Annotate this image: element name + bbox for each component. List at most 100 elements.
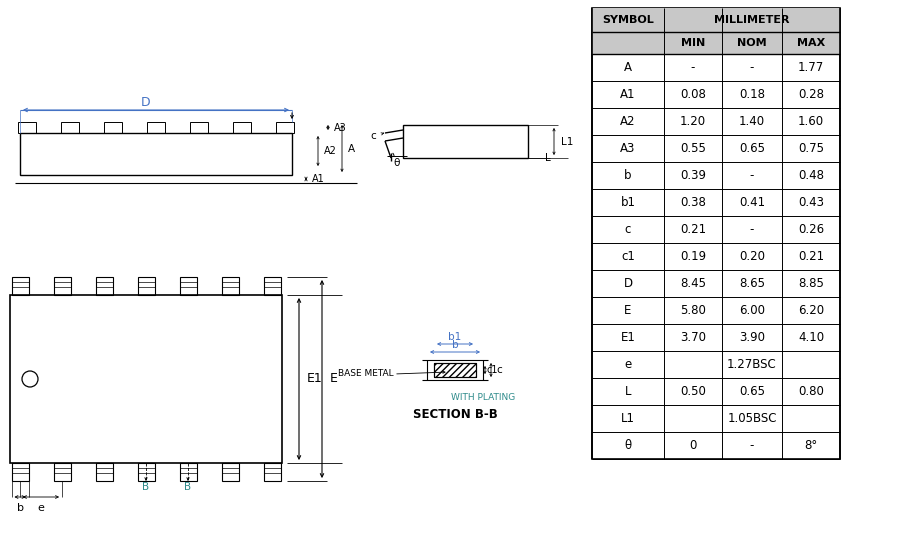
Text: -: - (750, 61, 754, 74)
Text: b: b (16, 503, 23, 513)
Bar (222, 463, 238, 481)
Text: 6.00: 6.00 (739, 304, 765, 317)
Bar (179, 463, 197, 481)
Text: 1.60: 1.60 (798, 115, 824, 128)
Text: b: b (624, 169, 631, 182)
Text: θ: θ (624, 439, 631, 452)
Text: L1: L1 (621, 412, 635, 425)
Text: 0.08: 0.08 (680, 88, 706, 101)
Text: E: E (330, 373, 338, 385)
Text: 0.21: 0.21 (798, 250, 824, 263)
Bar (12, 277, 29, 295)
Bar (61, 122, 79, 133)
Text: SYMBOL: SYMBOL (603, 15, 654, 25)
Text: 0.75: 0.75 (798, 142, 824, 155)
Text: NOM: NOM (737, 38, 767, 48)
Text: b1: b1 (448, 332, 462, 342)
Text: c1: c1 (621, 250, 635, 263)
Text: 0.55: 0.55 (680, 142, 706, 155)
Bar (664, 32, 722, 54)
Bar (434, 363, 476, 377)
Bar (53, 463, 70, 481)
Text: -: - (750, 169, 754, 182)
Bar (18, 122, 36, 133)
Bar (276, 122, 294, 133)
Bar (190, 122, 208, 133)
Text: -: - (750, 223, 754, 236)
Bar (10, 295, 282, 463)
Text: 0.65: 0.65 (739, 385, 765, 398)
Text: E1: E1 (307, 373, 323, 385)
Text: 1.20: 1.20 (680, 115, 706, 128)
Text: L: L (625, 385, 631, 398)
Text: A: A (624, 61, 632, 74)
Bar (782, 32, 840, 54)
Text: A2: A2 (324, 146, 336, 156)
Text: D: D (623, 277, 632, 290)
Text: θ: θ (394, 158, 400, 168)
Text: B: B (184, 482, 191, 492)
Text: 1.05BSC: 1.05BSC (727, 412, 777, 425)
Text: 0.43: 0.43 (798, 196, 824, 209)
Text: b: b (452, 340, 458, 350)
Text: c: c (370, 131, 376, 141)
Text: L1: L1 (561, 136, 574, 146)
Text: 8.65: 8.65 (739, 277, 765, 290)
Bar (53, 277, 70, 295)
Text: 4.10: 4.10 (798, 331, 824, 344)
Text: E: E (624, 304, 631, 317)
Text: 0.41: 0.41 (739, 196, 765, 209)
Text: 5.80: 5.80 (680, 304, 706, 317)
Bar (96, 463, 113, 481)
Bar (96, 277, 113, 295)
Text: b1: b1 (621, 196, 636, 209)
Text: 0.20: 0.20 (739, 250, 765, 263)
Text: 8.85: 8.85 (798, 277, 824, 290)
Text: 8°: 8° (805, 439, 817, 452)
Bar (722, 32, 782, 54)
Text: A2: A2 (621, 115, 636, 128)
Bar (592, 8, 840, 459)
Text: BASE METAL: BASE METAL (338, 369, 394, 379)
Bar (222, 277, 238, 295)
Bar (403, 125, 528, 158)
Text: c1: c1 (486, 365, 498, 375)
Text: 8.45: 8.45 (680, 277, 706, 290)
Bar (434, 363, 476, 377)
Text: A1: A1 (621, 88, 636, 101)
Bar (233, 122, 251, 133)
Text: A3: A3 (621, 142, 636, 155)
Bar (592, 8, 664, 32)
Text: 1.40: 1.40 (739, 115, 765, 128)
Text: L: L (545, 153, 551, 163)
Text: c: c (625, 223, 631, 236)
Text: c: c (496, 365, 502, 375)
Text: B: B (143, 482, 150, 492)
Text: 0.21: 0.21 (680, 223, 706, 236)
Bar (12, 463, 29, 481)
Text: 0: 0 (689, 439, 696, 452)
Text: 0.65: 0.65 (739, 142, 765, 155)
Bar (104, 122, 122, 133)
Text: A: A (348, 144, 355, 154)
Text: 0.39: 0.39 (680, 169, 706, 182)
Text: 1.77: 1.77 (798, 61, 824, 74)
Text: MAX: MAX (796, 38, 825, 48)
Text: 6.20: 6.20 (798, 304, 824, 317)
Bar (179, 277, 197, 295)
Text: 0.80: 0.80 (798, 385, 824, 398)
Text: A3: A3 (334, 123, 346, 133)
Text: 3.90: 3.90 (739, 331, 765, 344)
Text: 3.70: 3.70 (680, 331, 706, 344)
Text: 0.18: 0.18 (739, 88, 765, 101)
Text: 0.28: 0.28 (798, 88, 824, 101)
Text: 0.26: 0.26 (798, 223, 824, 236)
Bar (20, 133, 292, 175)
Text: SECTION B-B: SECTION B-B (412, 408, 497, 422)
Bar (263, 463, 281, 481)
Text: e: e (624, 358, 631, 371)
Text: 1.27BSC: 1.27BSC (727, 358, 777, 371)
Text: 0.38: 0.38 (680, 196, 706, 209)
Text: MILLIMETER: MILLIMETER (714, 15, 790, 25)
Bar (137, 277, 154, 295)
